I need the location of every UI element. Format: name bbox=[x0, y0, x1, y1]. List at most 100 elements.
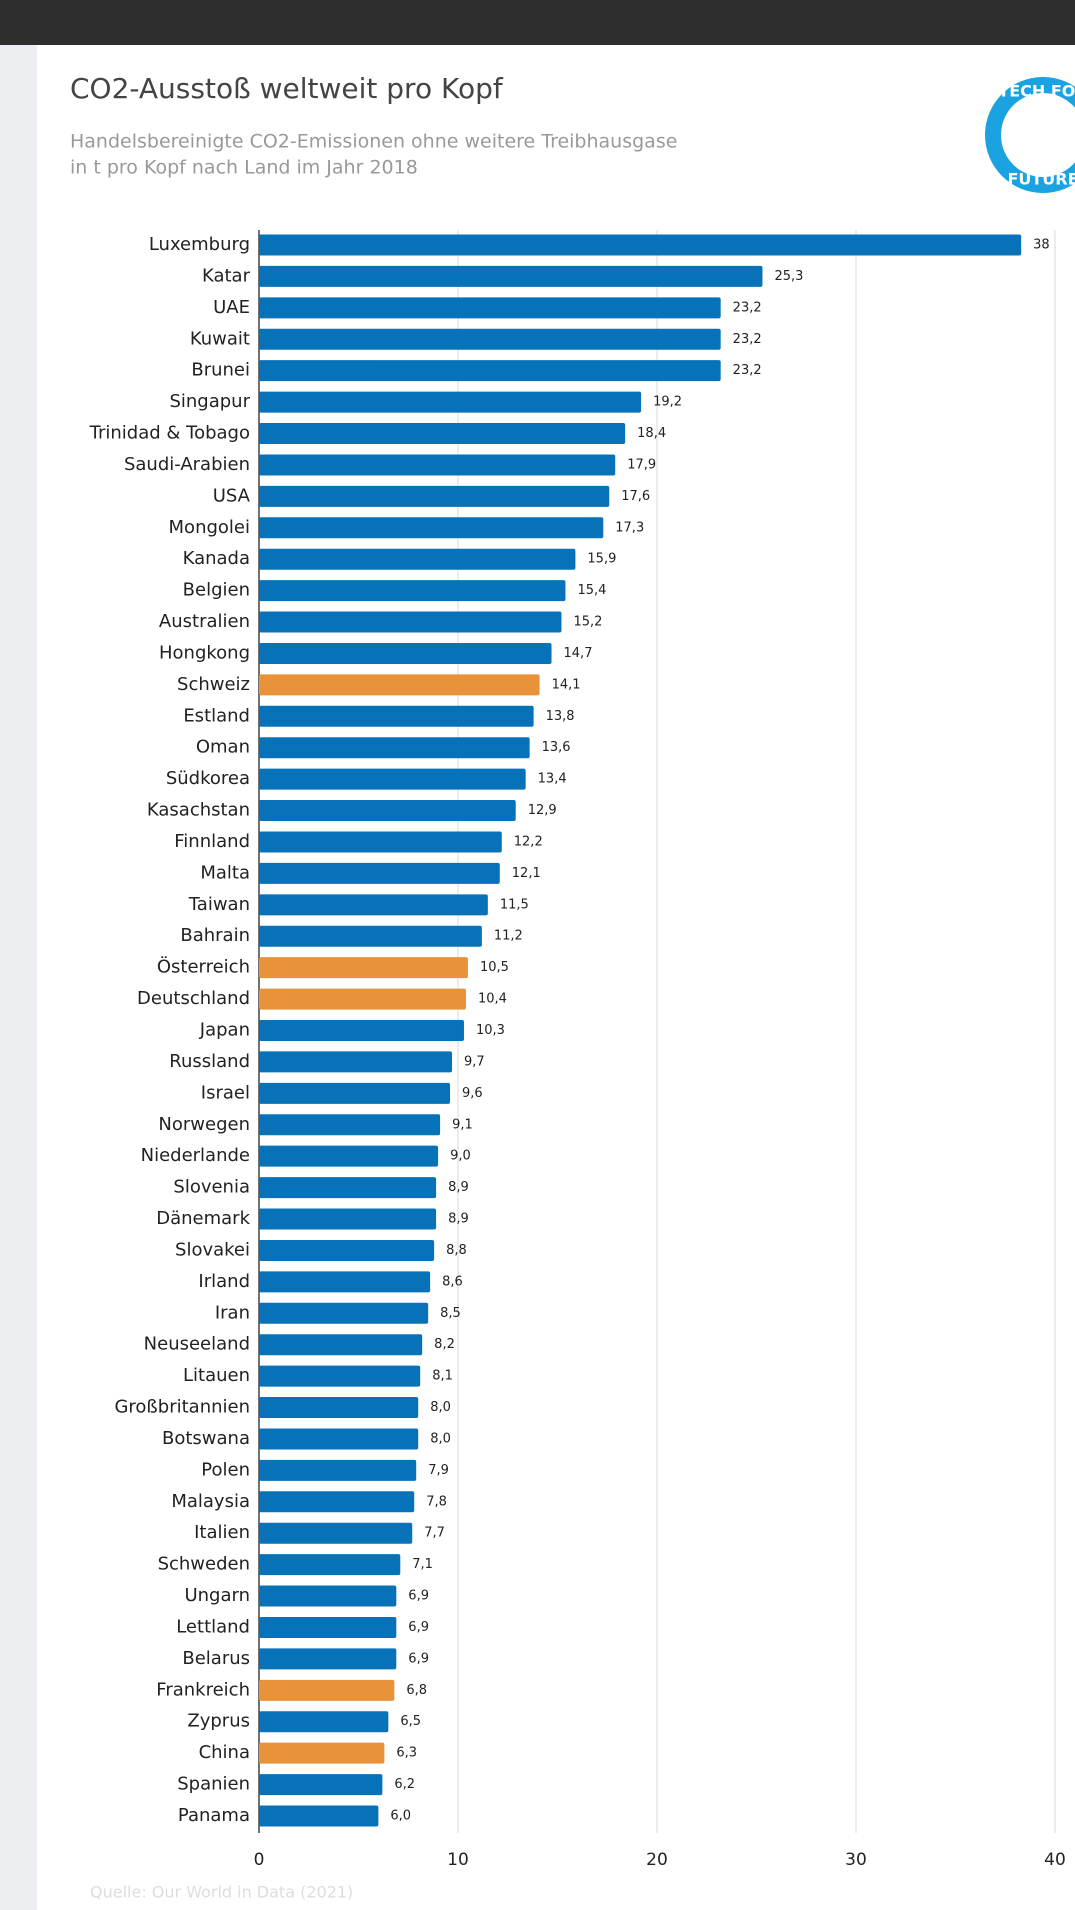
value-label: 8,8 bbox=[446, 1243, 467, 1258]
bar bbox=[259, 768, 526, 790]
bar bbox=[259, 862, 500, 884]
category-label: Panama bbox=[178, 1805, 250, 1826]
value-label: 8,6 bbox=[442, 1274, 463, 1289]
category-label: Polen bbox=[201, 1459, 250, 1480]
value-label: 7,9 bbox=[428, 1463, 449, 1478]
card bbox=[37, 45, 1075, 1910]
bar bbox=[259, 1742, 385, 1764]
value-label: 13,4 bbox=[538, 772, 567, 787]
category-label: Mongolei bbox=[169, 517, 250, 538]
category-label: Saudi-Arabien bbox=[124, 454, 250, 475]
category-label: USA bbox=[213, 485, 251, 506]
bar bbox=[259, 391, 642, 413]
value-label: 9,1 bbox=[452, 1117, 473, 1132]
value-label: 11,2 bbox=[494, 929, 523, 944]
bar bbox=[259, 1051, 453, 1073]
value-label: 19,2 bbox=[653, 395, 682, 410]
category-label: Israel bbox=[201, 1082, 250, 1103]
x-tick-label: 20 bbox=[646, 1850, 668, 1870]
bar bbox=[259, 580, 566, 602]
category-label: Oman bbox=[196, 737, 250, 758]
bar bbox=[259, 1805, 379, 1827]
bar bbox=[259, 737, 530, 759]
value-label: 23,2 bbox=[733, 332, 762, 347]
logo: TECH FOR FUTURE bbox=[985, 77, 1075, 193]
value-label: 9,6 bbox=[462, 1086, 483, 1101]
bar bbox=[259, 423, 626, 445]
bar bbox=[259, 1208, 437, 1230]
bar bbox=[259, 1774, 383, 1796]
subtitle: Handelsbereinigte CO2-Emissionen ohne we… bbox=[70, 131, 677, 153]
value-label: 11,5 bbox=[500, 897, 529, 912]
bar bbox=[259, 1428, 419, 1450]
bar bbox=[259, 925, 482, 947]
category-label: Italien bbox=[194, 1522, 250, 1543]
bar bbox=[259, 1145, 439, 1167]
value-label: 9,7 bbox=[464, 1054, 485, 1069]
category-label: Lettland bbox=[176, 1616, 250, 1637]
category-label: Norwegen bbox=[158, 1114, 250, 1135]
value-label: 38 bbox=[1033, 238, 1050, 253]
bar bbox=[259, 1679, 395, 1701]
bar bbox=[259, 548, 576, 570]
value-label: 15,2 bbox=[573, 615, 602, 630]
bar bbox=[259, 1585, 397, 1607]
value-label: 14,1 bbox=[552, 677, 581, 692]
bar bbox=[259, 1648, 397, 1670]
bar bbox=[259, 674, 540, 696]
bar bbox=[259, 1271, 431, 1293]
category-label: Hongkong bbox=[159, 642, 250, 663]
value-label: 12,1 bbox=[512, 866, 541, 881]
bar bbox=[259, 988, 466, 1010]
value-label: 13,8 bbox=[546, 709, 575, 724]
value-label: 17,6 bbox=[621, 489, 650, 504]
x-tick-label: 0 bbox=[254, 1850, 265, 1870]
value-label: 7,8 bbox=[426, 1494, 447, 1509]
value-label: 10,5 bbox=[480, 960, 509, 975]
category-label: Finnland bbox=[174, 831, 250, 852]
bar bbox=[259, 1177, 437, 1199]
category-label: Malaysia bbox=[171, 1491, 250, 1512]
bar bbox=[259, 1522, 413, 1544]
category-label: Niederlande bbox=[141, 1145, 250, 1166]
value-label: 8,0 bbox=[430, 1431, 451, 1446]
category-label: China bbox=[199, 1742, 250, 1763]
value-label: 14,7 bbox=[564, 646, 593, 661]
value-label: 6,2 bbox=[394, 1777, 415, 1792]
category-label: Japan bbox=[199, 1020, 250, 1041]
category-label: Ungarn bbox=[184, 1585, 250, 1606]
category-label: Luxemburg bbox=[149, 234, 250, 255]
category-label: Slovakei bbox=[175, 1239, 250, 1260]
category-label: Spanien bbox=[177, 1774, 250, 1795]
bar bbox=[259, 1114, 441, 1136]
chart-title: CO2-Ausstoß weltweit pro Kopf bbox=[70, 72, 504, 105]
category-label: Südkorea bbox=[166, 768, 250, 789]
category-label: Zyprus bbox=[187, 1711, 250, 1732]
bar bbox=[259, 1302, 429, 1324]
category-label: Katar bbox=[202, 265, 251, 286]
value-label: 7,1 bbox=[412, 1557, 433, 1572]
category-label: Russland bbox=[169, 1051, 250, 1072]
category-label: Malta bbox=[200, 862, 250, 883]
logo-text: TECH FOR bbox=[998, 82, 1075, 101]
category-label: Dänemark bbox=[156, 1208, 250, 1229]
bar bbox=[259, 517, 604, 539]
value-label: 6,5 bbox=[400, 1714, 421, 1729]
bar bbox=[259, 705, 534, 727]
category-label: Botswana bbox=[162, 1428, 250, 1449]
x-tick-label: 10 bbox=[447, 1850, 469, 1870]
value-label: 8,5 bbox=[440, 1306, 461, 1321]
category-label: Neuseeland bbox=[144, 1334, 250, 1355]
bar bbox=[259, 234, 1022, 256]
bar bbox=[259, 800, 516, 822]
logo-text: FUTURE bbox=[1007, 170, 1075, 189]
value-label: 6,9 bbox=[408, 1651, 429, 1666]
category-label: UAE bbox=[213, 297, 250, 318]
bar bbox=[259, 297, 721, 319]
category-label: Taiwan bbox=[188, 894, 250, 915]
value-label: 18,4 bbox=[637, 426, 666, 441]
value-label: 8,1 bbox=[432, 1369, 453, 1384]
category-label: Slovenia bbox=[173, 1177, 250, 1198]
value-label: 13,6 bbox=[542, 740, 571, 755]
